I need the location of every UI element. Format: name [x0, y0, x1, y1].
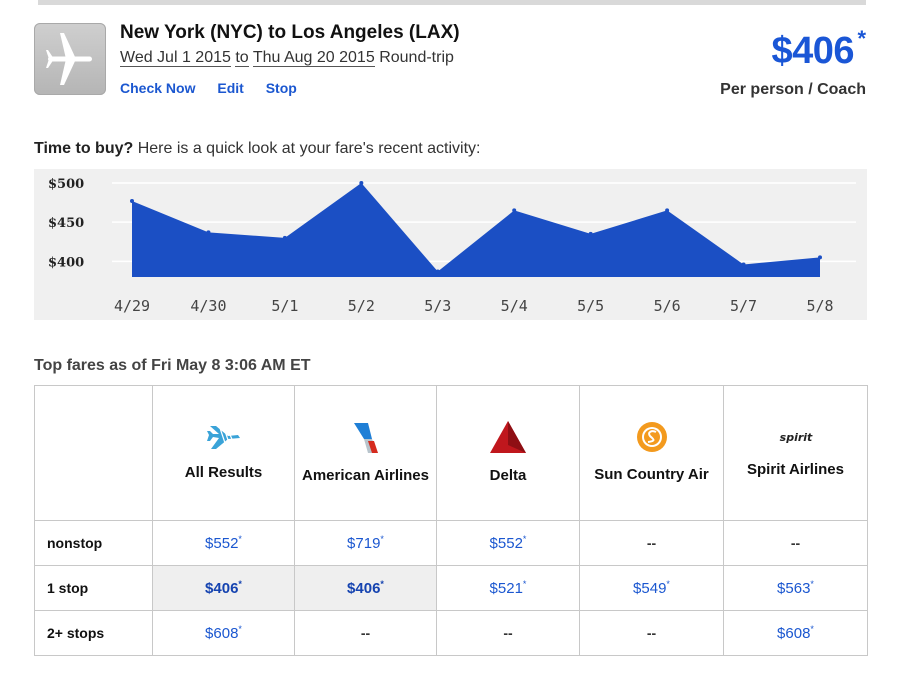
- corner-cell: [34, 385, 153, 521]
- fare-cell[interactable]: $563*: [723, 565, 868, 611]
- chart-point: [741, 262, 746, 267]
- airline-label: Spirit Airlines: [747, 461, 844, 478]
- chart-area-series: [132, 183, 820, 277]
- fare-cell[interactable]: $406*: [152, 565, 295, 611]
- chart-ytick-label: $500: [48, 177, 84, 192]
- airplane-icon: [34, 23, 106, 95]
- chart-ytick-label: $400: [48, 255, 84, 270]
- airline-column-delta[interactable]: Delta: [436, 385, 580, 521]
- chart-point: [665, 208, 670, 213]
- chart-point: [282, 235, 287, 240]
- current-price: $406: [771, 30, 854, 72]
- chart-xtick-label: 5/6: [654, 297, 681, 315]
- airline-column-sun-country[interactable]: Sun Country Air: [579, 385, 724, 521]
- fare-cell[interactable]: $549*: [579, 565, 724, 611]
- trip-dates: Wed Jul 1 2015 to Thu Aug 20 2015 Round-…: [120, 49, 454, 67]
- airline-label: All Results: [184, 464, 263, 481]
- chart-xtick-label: 5/4: [501, 297, 528, 315]
- edit-link[interactable]: Edit: [217, 80, 244, 96]
- delta-logo: [490, 421, 526, 453]
- fare-cell[interactable]: $521*: [436, 565, 580, 611]
- no-fare: --: [790, 535, 801, 551]
- row-label: nonstop: [34, 520, 153, 566]
- chart-point: [359, 181, 364, 185]
- row-label: 2+ stops: [34, 610, 153, 656]
- fare-price[interactable]: $719*: [347, 534, 384, 552]
- route-title: New York (NYC) to Los Angeles (LAX): [120, 22, 460, 43]
- chart-xtick-label: 5/1: [271, 297, 298, 315]
- chart-point: [588, 231, 593, 236]
- fare-cell: --: [579, 520, 724, 566]
- chart-xtick-label: 5/5: [577, 297, 604, 315]
- airline-column-spirit[interactable]: spirit Spirit Airlines: [723, 385, 868, 521]
- fare-price[interactable]: $552*: [205, 534, 242, 552]
- chart-xtick-label: 4/29: [114, 297, 150, 315]
- no-fare: --: [646, 625, 657, 641]
- check-now-link[interactable]: Check Now: [120, 80, 196, 96]
- fare-cell: --: [436, 610, 580, 656]
- top-divider: [38, 0, 866, 5]
- fare-price[interactable]: $608*: [205, 624, 242, 642]
- fares-title: Top fares as of Fri May 8 3:06 AM ET: [34, 357, 311, 374]
- fare-cell[interactable]: $552*: [152, 520, 295, 566]
- fare-cell[interactable]: $719*: [294, 520, 437, 566]
- chart-xtick-label: 5/2: [348, 297, 375, 315]
- spirit-wordmark: spirit: [779, 431, 812, 444]
- price-footnote-mark: *: [857, 26, 866, 51]
- chart-xtick-label: 5/7: [730, 297, 757, 315]
- table-header-row: All Results American Airlines Delta: [34, 385, 868, 521]
- fares-table: All Results American Airlines Delta: [34, 385, 868, 656]
- fare-price-best[interactable]: $406*: [347, 579, 384, 597]
- chart-point: [130, 199, 134, 204]
- chart-xtick-label: 5/3: [424, 297, 451, 315]
- no-fare: --: [360, 625, 371, 641]
- chart-point: [435, 269, 440, 274]
- sun-country-logo: [636, 422, 667, 452]
- chart-intro-text: Here is a quick look at your fare's rece…: [133, 140, 481, 157]
- fare-cell: --: [579, 610, 724, 656]
- american-airlines-logo: [353, 423, 378, 453]
- airline-label: American Airlines: [302, 467, 429, 484]
- chart-xtick-label: 4/30: [190, 297, 226, 315]
- row-label: 1 stop: [34, 565, 153, 611]
- fare-cell[interactable]: $608*: [152, 610, 295, 656]
- table-row-nonstop: nonstop $552* $719* $552* -- --: [34, 520, 868, 566]
- chart-intro-lead: Time to buy?: [34, 140, 134, 157]
- airline-column-american[interactable]: American Airlines: [294, 385, 437, 521]
- fare-price-best[interactable]: $406*: [205, 579, 242, 597]
- fare-cell: --: [723, 520, 868, 566]
- fare-cell[interactable]: $406*: [294, 565, 437, 611]
- return-date: Thu Aug 20 2015: [252, 49, 375, 67]
- fare-cell: --: [294, 610, 437, 656]
- all-results-icon: [206, 426, 240, 449]
- chart-point: [512, 208, 517, 213]
- chart-point: [818, 255, 822, 260]
- chart-point: [206, 230, 211, 235]
- spirit-logo: spirit: [779, 431, 812, 444]
- fare-price[interactable]: $608*: [777, 624, 814, 642]
- fare-cell[interactable]: $552*: [436, 520, 580, 566]
- no-fare: --: [503, 625, 513, 641]
- chart-intro: Time to buy? Here is a quick look at you…: [34, 140, 480, 158]
- fare-price[interactable]: $521*: [489, 579, 527, 597]
- chart-ytick-label: $450: [48, 216, 84, 231]
- stop-link[interactable]: Stop: [265, 80, 297, 96]
- depart-date: Wed Jul 1 2015: [120, 49, 231, 67]
- fare-price[interactable]: $549*: [633, 579, 670, 597]
- fare-history-chart: $500 $450 $400 4/29 4/30 5/1 5/2 5/3 5/4 5/5 5/6 5/…: [34, 169, 867, 320]
- table-row-2-plus-stops: 2+ stops $608* -- -- -- $608*: [34, 610, 868, 656]
- chart-xtick-label: 5/8: [806, 297, 833, 315]
- fare-price[interactable]: $552*: [489, 534, 527, 552]
- airline-label: Sun Country Air: [594, 466, 709, 483]
- airline-column-all[interactable]: All Results: [152, 385, 295, 521]
- airline-label: Delta: [489, 467, 527, 484]
- dates-connector: to: [235, 49, 249, 67]
- price-note: Per person / Coach: [720, 81, 866, 98]
- trip-type: Round-trip: [379, 49, 454, 66]
- no-fare: --: [646, 535, 657, 551]
- table-row-1-stop: 1 stop $406* $406* $521* $549* $563*: [34, 565, 868, 611]
- fare-price[interactable]: $563*: [777, 579, 814, 597]
- fare-cell[interactable]: $608*: [723, 610, 868, 656]
- alert-actions: Check Now Edit Stop: [120, 80, 315, 96]
